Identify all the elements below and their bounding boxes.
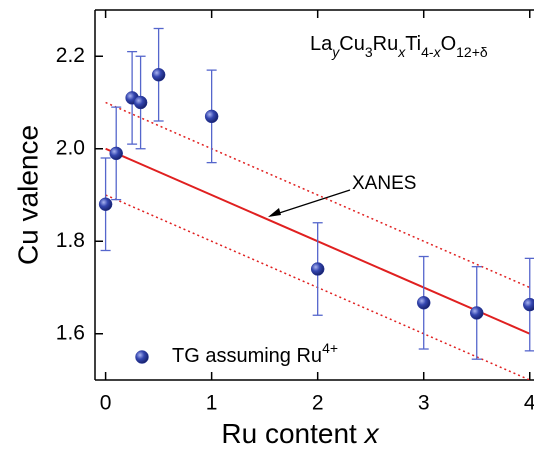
y-tick-label: 1.6: [56, 321, 85, 344]
legend-label: TG assuming Ru4+: [172, 340, 338, 368]
point: [151, 68, 166, 82]
annotation-arrowhead: [268, 208, 281, 217]
formula-part: La: [310, 33, 333, 55]
y-tick-label: 1.8: [56, 229, 85, 252]
point: [98, 197, 113, 211]
point: [416, 296, 431, 310]
point: [204, 109, 219, 124]
formula-part: 3: [365, 44, 373, 60]
legend-superscript: 4+: [322, 340, 338, 356]
formula-part: 4-: [421, 44, 434, 60]
x-axis-label: Ru content x: [221, 418, 379, 449]
formula-part: O: [441, 33, 457, 55]
x-tick-label: 4: [524, 392, 534, 415]
plot-area: [98, 27, 534, 380]
annotation: XANES: [352, 173, 416, 194]
point: [310, 262, 325, 276]
x-tick-label: 3: [418, 392, 430, 415]
point: [133, 95, 148, 110]
y-axis-label: Cu valence: [12, 125, 43, 265]
formula-part: Ti: [405, 33, 421, 55]
legend-marker: [135, 350, 149, 364]
x-tick-label: 2: [312, 392, 324, 415]
legend-name: TG assuming Ru: [172, 345, 322, 367]
formula-part: x: [433, 44, 442, 60]
formula: LayCu3RuxTi4-xO12+δ: [310, 33, 488, 59]
point: [523, 297, 534, 312]
bound-line: [105, 101, 531, 289]
point: [469, 306, 484, 320]
formula-part: Cu: [339, 33, 365, 55]
formula-part: x: [397, 44, 406, 60]
annotation-arrow: [269, 189, 351, 217]
formula-part: 12+δ: [456, 44, 488, 60]
x-tick-label: 0: [100, 392, 112, 415]
formula-part: y: [331, 44, 340, 60]
point: [109, 146, 123, 161]
x-tick-label: 1: [206, 392, 218, 415]
y-tick-label: 2.0: [56, 136, 85, 159]
y-tick-label: 2.2: [56, 44, 85, 67]
formula-part: Ru: [373, 33, 399, 55]
